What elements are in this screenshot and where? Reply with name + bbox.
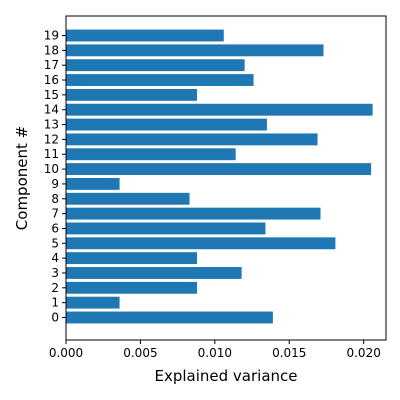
bar-component-1 [66,296,120,309]
y-tick-label: 16 [44,73,59,87]
y-tick-label: 7 [51,207,59,221]
y-tick-label: 1 [51,296,59,310]
x-tick-label: 0.000 [49,346,83,360]
y-tick-label: 2 [51,281,59,295]
y-tick-label: 11 [44,147,59,161]
bar-component-3 [66,267,242,279]
x-axis-ticks: 0.000 0.005 0.010 0.015 0.020 [49,340,381,360]
bar-component-14 [66,103,373,116]
bar-component-13 [66,118,267,131]
x-axis-label: Explained variance [154,367,297,385]
bar-component-17 [66,59,245,72]
bar-component-10 [66,163,372,176]
bar-component-8 [66,192,190,205]
y-tick-label: 17 [44,58,59,72]
y-tick-label: 8 [51,192,59,206]
plot-frame [65,15,387,341]
x-tick-label: 0.015 [272,346,306,360]
x-tick-label: 0.020 [346,346,380,360]
bar-component-2 [66,281,197,294]
y-tick-label: 14 [44,103,59,117]
bar-component-6 [66,222,266,235]
y-tick-label: 18 [44,43,59,57]
bar-component-19 [66,29,224,42]
bar-component-7 [66,207,321,220]
bar-component-15 [66,88,197,101]
y-tick-label: 10 [44,162,59,176]
y-tick-label: 19 [44,29,59,43]
bar-component-12 [66,133,318,146]
bar-component-5 [66,237,336,250]
y-tick-label: 0 [51,311,59,325]
y-tick-label: 3 [51,266,59,280]
x-tick-label: 0.005 [123,346,157,360]
bar-component-16 [66,74,254,86]
y-tick-label: 15 [44,88,59,102]
bar-component-9 [66,177,120,190]
y-tick-label: 9 [51,177,59,191]
bar-component-18 [66,44,324,57]
bars-group [66,29,373,324]
bar-component-0 [66,311,273,324]
y-tick-label: 4 [51,251,59,265]
x-tick-label: 0.010 [198,346,232,360]
bar-component-4 [66,252,197,265]
y-tick-label: 5 [51,236,59,250]
y-axis-label: Component # [13,126,31,230]
y-tick-label: 12 [44,132,59,146]
bar-component-11 [66,148,236,161]
y-tick-label: 13 [44,118,59,132]
y-tick-label: 6 [51,221,59,235]
